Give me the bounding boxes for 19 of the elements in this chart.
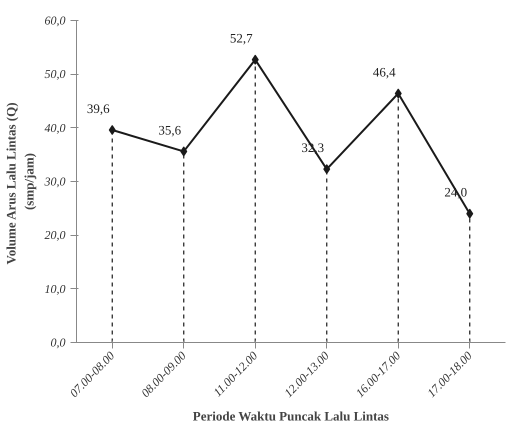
y-tick-label: 30,0 — [44, 174, 66, 188]
y-axis-title: Volume Arus Lalu Lintas (Q) (smp/jam) — [4, 102, 36, 265]
y-tick-label: 50,0 — [44, 67, 66, 82]
point — [180, 146, 188, 156]
y-tick-label: 10,0 — [44, 282, 66, 296]
point — [323, 164, 330, 174]
y-tick-label: 0,0 — [50, 336, 66, 350]
point — [108, 124, 116, 135]
y-tick-label: 60,0 — [44, 14, 66, 28]
data-label: 52,7 — [230, 30, 254, 46]
point — [394, 88, 402, 98]
y-tick-label: 20,0 — [44, 228, 66, 242]
x-axis-title: Periode Waktu Puncak Lalu Lintas — [192, 408, 390, 424]
y-tick-label: 40,0 — [44, 120, 66, 135]
data-label: 39,6 — [86, 100, 110, 116]
data-label: 35,6 — [158, 122, 182, 138]
point — [252, 54, 259, 65]
data-label: 46,4 — [372, 64, 396, 80]
point — [466, 208, 474, 219]
